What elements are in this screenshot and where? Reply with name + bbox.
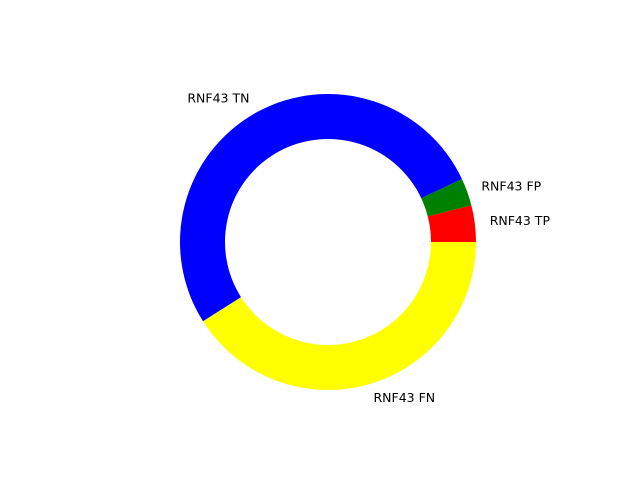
label-rnf43-tp: RNF43 TP bbox=[490, 213, 551, 228]
slice-rnf43-tn bbox=[179, 93, 462, 322]
label-rnf43-fp: RNF43 FP bbox=[481, 178, 541, 193]
label-rnf43-fn: RNF43 FN bbox=[373, 390, 435, 405]
slice-rnf43-fn bbox=[203, 242, 476, 390]
label-rnf43-tn: RNF43 TN bbox=[187, 91, 249, 106]
slice-rnf43-tp bbox=[427, 205, 476, 242]
slice-labels: RNF43 TP RNF43 FP RNF43 TN RNF43 FN bbox=[187, 91, 550, 405]
donut-slices bbox=[179, 93, 476, 390]
slice-rnf43-fp bbox=[421, 178, 472, 217]
